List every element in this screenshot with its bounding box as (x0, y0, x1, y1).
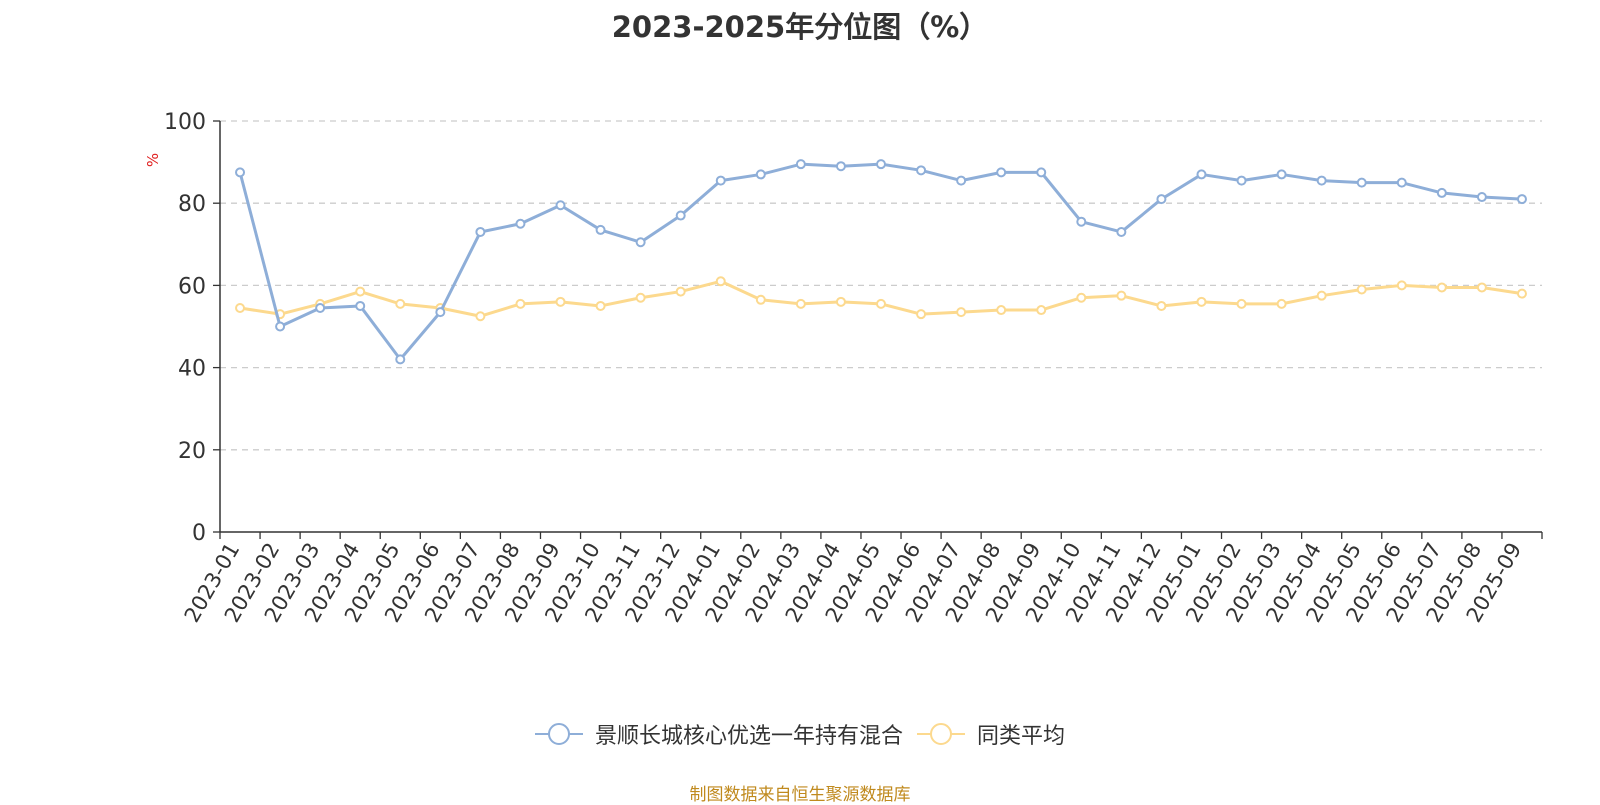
legend-marker-icon (917, 723, 965, 745)
data-point (996, 167, 1007, 178)
data-point (635, 237, 646, 248)
data-point (715, 175, 726, 186)
data-point (755, 294, 766, 305)
series-0 (235, 159, 1527, 365)
data-point (1116, 226, 1127, 237)
data-point (395, 298, 406, 309)
series-line (239, 279, 1523, 318)
data-point (595, 224, 606, 235)
data-point (1316, 290, 1327, 301)
data-point (1276, 169, 1287, 180)
legend-item-peer-average[interactable]: 同类平均 (917, 718, 1065, 750)
series-line (238, 162, 1523, 361)
legend-item-fund[interactable]: 景顺长城核心优选一年持有混合 (534, 718, 903, 750)
data-point (515, 298, 526, 309)
data-point (795, 298, 806, 309)
data-point (1396, 280, 1407, 291)
data-point (956, 307, 967, 318)
data-point (395, 354, 406, 365)
data-point (315, 303, 326, 314)
data-point (1516, 194, 1527, 205)
y-tick-label: 20 (178, 439, 206, 464)
data-point (1356, 177, 1367, 188)
y-axis-label: % (144, 153, 162, 167)
data-point (1476, 282, 1487, 293)
data-point (1436, 187, 1447, 198)
y-tick-label: 100 (164, 110, 206, 135)
data-point (1316, 175, 1327, 186)
data-point (755, 169, 766, 180)
data-point (595, 300, 606, 311)
y-tick-label: 60 (178, 274, 206, 299)
data-point (1436, 282, 1447, 293)
legend-label-peer-average: 同类平均 (977, 724, 1066, 749)
data-point (475, 226, 486, 237)
y-tick-label: 40 (178, 357, 206, 382)
data-point (916, 165, 927, 176)
data-point (1036, 167, 1047, 178)
data-point (355, 300, 366, 311)
data-point (555, 200, 566, 211)
series (235, 159, 1527, 365)
data-point (235, 167, 246, 178)
series-1 (235, 276, 1527, 322)
legend-label-fund: 景顺长城核心优选一年持有混合 (594, 724, 903, 749)
data-point (1076, 216, 1087, 227)
data-point (355, 286, 366, 297)
data-point (635, 292, 646, 303)
data-point (675, 286, 686, 297)
data-point (1516, 288, 1527, 299)
data-point (1476, 192, 1487, 203)
data-point (275, 321, 286, 332)
data-point (1236, 175, 1247, 186)
legend-marker-icon (534, 723, 583, 745)
data-point (996, 305, 1007, 316)
data-point (1156, 194, 1167, 205)
data-point (1236, 298, 1247, 309)
data-point (1356, 284, 1367, 295)
data-point (1396, 177, 1407, 188)
data-point (1196, 296, 1207, 307)
grid-lines (220, 120, 1542, 451)
data-point (876, 159, 886, 170)
data-point (675, 210, 686, 221)
data-point (515, 218, 526, 229)
data-point (1276, 298, 1287, 309)
data-point (876, 298, 886, 309)
data-point (1196, 169, 1207, 180)
data-point (435, 307, 446, 318)
data-point (835, 296, 846, 307)
chart-title: 2023-2025年分位图（%） (611, 10, 989, 44)
data-point (835, 161, 846, 172)
data-point (1156, 300, 1167, 311)
data-point (1076, 292, 1087, 303)
data-point (235, 303, 246, 314)
data-point (1036, 305, 1047, 316)
data-point (1116, 290, 1127, 301)
data-point (795, 159, 806, 170)
data-point (715, 276, 726, 287)
legend: 景顺长城核心优选一年持有混合 同类平均 (0, 718, 1600, 750)
data-point (916, 309, 927, 320)
data-point (475, 311, 486, 322)
data-point (956, 175, 967, 186)
y-tick-label: 80 (178, 192, 206, 217)
y-tick-label: 0 (192, 521, 206, 546)
data-source-note: 制图数据来自恒生聚源数据库 (689, 785, 911, 805)
data-point (555, 296, 566, 307)
